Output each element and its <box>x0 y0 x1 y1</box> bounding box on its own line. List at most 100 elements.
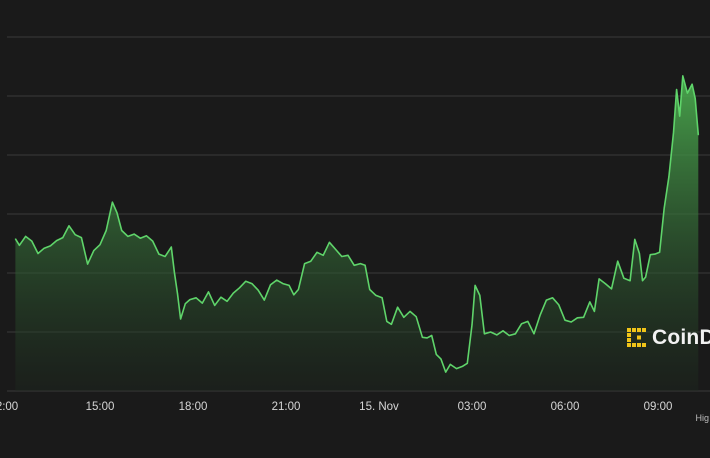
data-point <box>634 238 636 240</box>
data-point <box>617 260 619 262</box>
data-point <box>93 250 95 252</box>
data-point <box>62 237 64 239</box>
data-point <box>207 291 210 293</box>
data-point <box>304 263 306 265</box>
data-point <box>679 115 681 117</box>
data-point <box>68 225 70 227</box>
data-point <box>445 371 447 373</box>
data-point <box>257 289 259 291</box>
x-tick-label: 18:00 <box>179 401 208 413</box>
data-point <box>322 254 324 256</box>
data-point <box>435 353 437 355</box>
data-point <box>471 324 473 326</box>
logo-square <box>627 328 631 332</box>
data-point <box>353 264 355 266</box>
data-point <box>226 300 228 302</box>
data-point <box>43 247 45 249</box>
data-point <box>654 253 656 255</box>
data-point <box>220 296 222 298</box>
data-point <box>502 330 504 332</box>
data-point <box>604 283 606 285</box>
data-point <box>381 297 383 299</box>
data-point <box>116 212 118 214</box>
logo-square <box>632 343 636 347</box>
data-point <box>545 299 548 301</box>
data-point <box>645 276 647 278</box>
data-point <box>214 304 216 306</box>
data-point <box>623 277 625 279</box>
x-tick-label: 15:00 <box>86 401 115 413</box>
data-point <box>145 235 148 237</box>
data-point <box>310 260 312 262</box>
data-point <box>386 320 388 322</box>
x-tick-label: 2:00 <box>0 401 18 413</box>
data-point <box>195 297 197 299</box>
logo-square <box>637 328 641 332</box>
data-points <box>14 75 699 373</box>
data-point <box>316 251 318 253</box>
data-point <box>496 334 498 336</box>
data-point <box>173 271 175 273</box>
logo-square <box>637 335 641 340</box>
data-point <box>649 254 651 256</box>
data-point <box>269 284 272 286</box>
data-point <box>668 176 670 178</box>
data-point <box>375 294 377 296</box>
data-point <box>483 333 485 335</box>
price-area-fill <box>15 75 699 392</box>
x-tick-label: 15. Nov <box>359 401 399 413</box>
data-point <box>282 283 284 285</box>
data-point <box>527 320 529 322</box>
logo-square <box>627 333 631 337</box>
corner-note: Hig <box>695 413 709 423</box>
logo-square <box>642 343 646 347</box>
data-point <box>397 306 399 308</box>
data-point <box>576 317 579 319</box>
data-point <box>293 294 295 296</box>
data-point <box>49 245 52 247</box>
data-point <box>251 283 253 285</box>
data-point <box>127 235 129 237</box>
data-point <box>347 254 349 256</box>
data-point <box>111 201 113 203</box>
data-point <box>589 301 591 303</box>
data-point <box>686 92 689 94</box>
data-point <box>164 255 166 258</box>
data-point <box>133 233 135 235</box>
data-point <box>288 284 290 286</box>
data-point <box>403 316 405 318</box>
data-point <box>641 280 644 282</box>
data-point <box>558 304 560 306</box>
data-point <box>682 75 684 77</box>
x-tick-label: 03:00 <box>458 401 487 413</box>
data-point <box>449 363 451 365</box>
data-point <box>466 362 468 364</box>
data-point <box>25 235 27 237</box>
data-point <box>176 293 179 295</box>
data-point <box>328 241 330 243</box>
data-point <box>508 334 510 337</box>
logo-square <box>632 328 636 332</box>
data-point <box>263 299 265 301</box>
data-point <box>479 294 481 296</box>
data-point <box>694 97 696 99</box>
data-point <box>80 237 82 239</box>
logo-square <box>627 338 631 342</box>
data-point <box>105 229 107 232</box>
data-point <box>158 253 160 255</box>
logo-square <box>627 343 631 347</box>
data-point <box>99 244 101 246</box>
data-point <box>335 248 337 250</box>
data-point <box>364 264 366 266</box>
data-point <box>245 280 247 282</box>
data-point <box>31 240 33 242</box>
data-point <box>415 316 417 318</box>
data-point <box>514 333 517 335</box>
data-point <box>421 336 423 338</box>
data-point <box>180 318 182 320</box>
logo-square <box>637 343 641 347</box>
data-point <box>610 288 613 290</box>
data-point <box>672 132 675 134</box>
data-point <box>238 287 241 289</box>
